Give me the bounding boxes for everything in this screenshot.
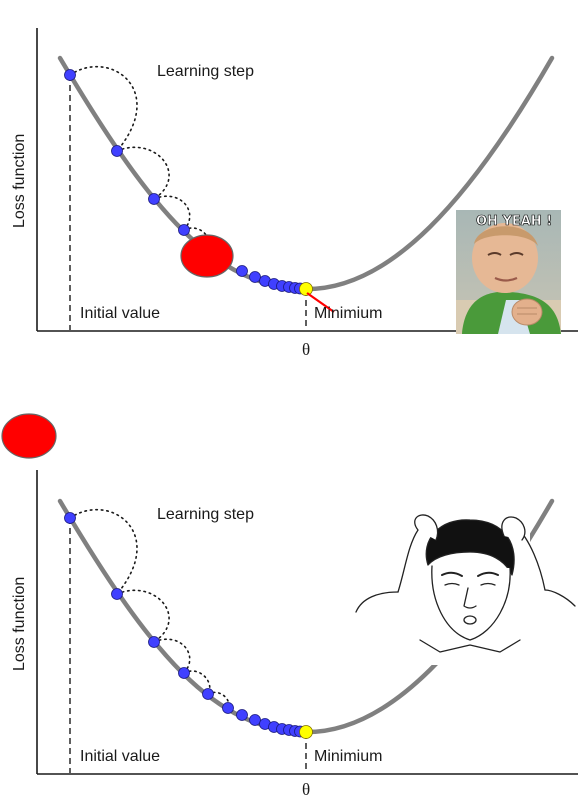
bottom-learning-step-label: Learning step	[157, 506, 254, 523]
bottom-step-marker	[111, 588, 123, 600]
meme-caption: OH YEAH !	[476, 214, 552, 229]
bottom-minimum-marker	[299, 725, 313, 739]
bottom-step-marker	[249, 714, 261, 726]
top-step-arcs	[69, 65, 210, 249]
top-step-marker	[111, 145, 123, 157]
bottom-step-markers	[64, 512, 306, 738]
bottom-step-marker	[236, 709, 248, 721]
bottom-step-marker	[178, 667, 190, 679]
top-red-stroke	[306, 292, 335, 313]
bottom-step-marker	[202, 688, 214, 700]
bottom-panel: Learning step Loss function Initial valu…	[1, 413, 578, 799]
top-panel: Learning step Loss function Initial valu…	[11, 28, 578, 359]
bottom-step-marker	[222, 702, 234, 714]
bottom-y-axis-label: Loss function	[11, 577, 28, 671]
confused-face-meme-icon	[355, 514, 578, 665]
bottom-step-marker	[148, 636, 160, 648]
top-step-marker	[178, 224, 190, 236]
bottom-red-ball	[1, 413, 57, 459]
top-learning-step-label: Learning step	[157, 63, 254, 80]
bottom-theta-label: θ	[302, 780, 310, 799]
top-minimum-marker	[299, 282, 313, 296]
bottom-step-marker	[64, 512, 76, 524]
top-step-marker	[249, 271, 261, 283]
top-theta-label: θ	[302, 340, 310, 359]
bottom-initial-value-label: Initial value	[80, 748, 160, 765]
bottom-step-arcs	[69, 508, 230, 709]
bottom-minimum-label: Minimium	[314, 748, 382, 765]
success-kid-meme-icon: OH YEAH !	[456, 210, 561, 334]
top-red-ball	[180, 234, 234, 278]
top-step-marker	[148, 193, 160, 205]
top-step-marker	[236, 265, 248, 277]
top-step-marker	[64, 69, 76, 81]
top-minimum-label: Minimium	[314, 305, 382, 322]
top-y-axis-label: Loss function	[11, 134, 28, 228]
top-initial-value-label: Initial value	[80, 305, 160, 322]
